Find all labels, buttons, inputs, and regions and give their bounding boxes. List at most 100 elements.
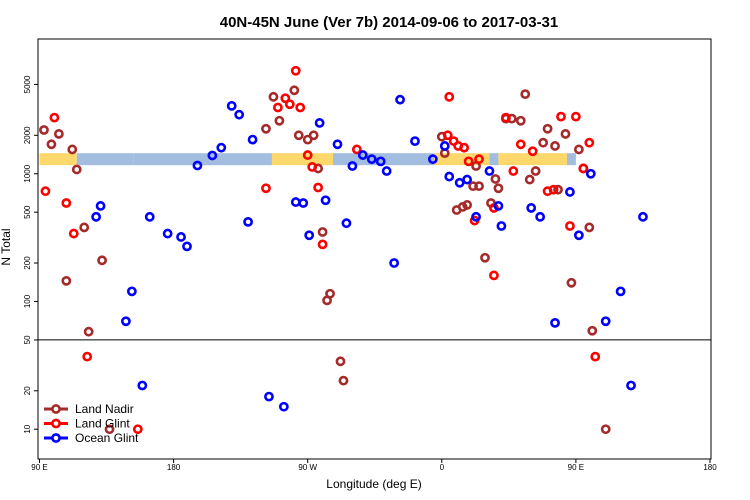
data-point	[53, 129, 64, 139]
legend-label: Land Nadir	[75, 402, 134, 416]
legend-marker	[51, 418, 61, 429]
band-segment-ocean	[76, 153, 134, 166]
data-point	[272, 102, 283, 113]
data-point	[444, 171, 455, 182]
data-point	[462, 200, 473, 210]
data-point	[550, 317, 560, 328]
data-point	[274, 115, 285, 126]
data-point	[137, 380, 148, 391]
data-point	[565, 187, 575, 197]
data-point	[542, 123, 553, 134]
data-point	[638, 211, 648, 222]
legend-marker	[51, 433, 61, 443]
data-point	[454, 177, 465, 188]
data-point	[351, 144, 362, 155]
data-point	[471, 211, 481, 222]
data-point	[389, 258, 400, 268]
data-point	[573, 230, 584, 241]
data-point	[83, 326, 94, 337]
data-point	[304, 230, 315, 241]
x-tick-label: 90 E	[31, 463, 47, 472]
data-point	[302, 134, 313, 145]
data-point	[243, 216, 253, 227]
data-point	[508, 166, 519, 176]
x-axis: 90 E 180 90 W 0 90 E 180	[31, 459, 717, 472]
data-point	[95, 201, 106, 211]
data-point	[474, 154, 484, 165]
y-tick-label: 10	[23, 424, 32, 433]
band-segment-land	[498, 153, 567, 166]
x-tick-label: 180	[703, 463, 717, 472]
data-point	[500, 112, 511, 123]
data-point	[307, 162, 318, 172]
data-point	[67, 144, 78, 155]
x-tick-label: 180	[167, 463, 181, 472]
data-point	[182, 241, 192, 252]
legend-label: Land Glint	[75, 417, 130, 431]
data-point	[261, 123, 271, 134]
y-tick-label: 20	[23, 386, 32, 395]
data-point	[590, 351, 601, 362]
data-point	[314, 118, 325, 128]
data-point	[578, 163, 589, 174]
y-tick-label: 50	[23, 335, 32, 344]
data-point	[335, 356, 346, 367]
y-tick-label: 1000	[23, 164, 32, 182]
data-point	[439, 141, 450, 151]
data-point	[535, 211, 546, 222]
data-point	[121, 316, 131, 327]
data-point	[247, 134, 258, 145]
data-point	[293, 130, 304, 141]
data-point	[176, 232, 186, 242]
data-point	[226, 100, 237, 111]
data-point	[104, 424, 115, 435]
data-point	[144, 211, 155, 222]
x-tick-label: 90 E	[568, 463, 584, 472]
data-point	[313, 182, 324, 193]
data-point	[68, 228, 79, 239]
data-point	[526, 203, 537, 213]
data-point	[341, 218, 352, 229]
data-point	[584, 222, 595, 233]
band-segment-land	[271, 153, 334, 166]
data-point	[289, 85, 300, 96]
data-point	[520, 89, 531, 100]
data-point	[375, 156, 386, 167]
data-point	[444, 91, 455, 102]
data-point	[290, 65, 301, 76]
data-point	[480, 252, 490, 263]
band-segment-ocean	[133, 153, 272, 166]
data-point	[234, 109, 245, 120]
data-point	[308, 130, 319, 141]
data-point	[317, 239, 328, 250]
data-point	[571, 111, 581, 122]
data-point	[474, 181, 484, 192]
data-point	[587, 325, 598, 336]
data-point	[600, 424, 611, 435]
plot-frame	[37, 38, 712, 460]
data-point	[566, 277, 577, 288]
data-point	[132, 424, 143, 435]
data-point	[49, 112, 60, 123]
legend-label: Ocean Glint	[75, 431, 139, 445]
data-point	[560, 129, 571, 139]
data-point	[320, 195, 331, 206]
data-point	[192, 160, 203, 171]
data-point	[39, 125, 49, 135]
data-point	[484, 166, 495, 176]
data-point	[332, 139, 343, 150]
data-point	[524, 174, 535, 185]
x-tick-label: 0	[440, 463, 445, 472]
data-point	[264, 391, 274, 402]
data-point	[527, 146, 538, 157]
data-point	[126, 286, 137, 297]
chart-title: 40N-45N June (Ver 7b) 2014-09-06 to 2017…	[220, 14, 559, 31]
data-point	[302, 150, 313, 160]
data-point	[207, 150, 218, 161]
data-point	[442, 130, 453, 141]
data-point	[463, 156, 474, 167]
data-point	[584, 137, 595, 148]
y-tick-label: 500	[23, 205, 32, 219]
data-point	[490, 174, 501, 184]
